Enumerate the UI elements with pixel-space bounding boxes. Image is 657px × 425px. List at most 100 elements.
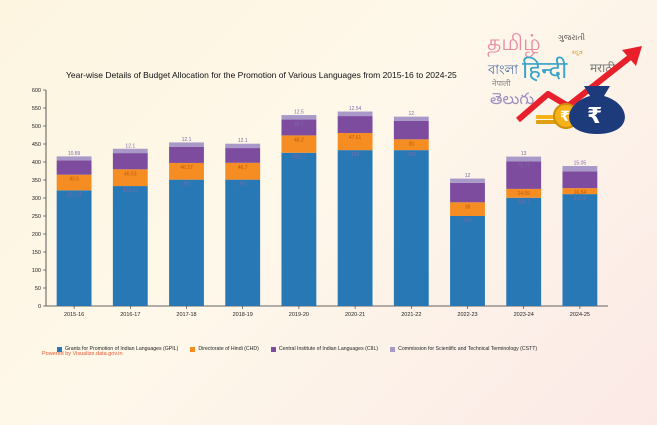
bar-segment	[506, 197, 542, 306]
logo-word-gujarati: ગુજરાતી	[558, 33, 585, 42]
bar-segment	[562, 165, 598, 172]
bar-segment	[169, 146, 204, 163]
bar-segment	[112, 186, 148, 306]
y-tick-label: 350	[32, 178, 41, 184]
legend-item-ciil[interactable]: Central Institute of Indian Languages (C…	[270, 346, 379, 352]
data-label: 48.2	[294, 137, 304, 143]
data-label: 76.77	[517, 163, 530, 169]
coin-stack-icon	[536, 115, 558, 124]
legend-item-chd[interactable]: Directorate of Hindi (CHD)	[190, 346, 259, 352]
legend-label-cstt: Commission for Scientific and Technical …	[398, 346, 538, 352]
y-tick-label: 300	[32, 196, 41, 202]
data-label: 46.53	[124, 171, 137, 177]
data-label: 10.89	[68, 151, 81, 157]
data-label: 433	[407, 152, 416, 158]
x-tick-label: 2022-23	[457, 312, 477, 318]
bar-segment	[56, 160, 92, 175]
data-label: 333.16	[123, 188, 139, 194]
bar-segment	[225, 148, 261, 163]
rupee-coin-symbol: ₹	[560, 109, 570, 125]
bar-segment	[450, 178, 485, 183]
x-tick-label: 2024-25	[570, 312, 590, 318]
bar-segment	[112, 153, 148, 170]
languages-budget-logo: தமிழ் ગુજરાતી ಕನ್ನಡ বাংলা हिन्दी मराठी न…	[487, 31, 642, 134]
data-label: 48.2	[294, 122, 304, 128]
data-label: 12.1	[182, 137, 192, 143]
logo-word-kannada: ಕನ್ನಡ	[572, 49, 583, 56]
data-label: 433	[351, 152, 360, 158]
y-tick-label: 400	[32, 160, 41, 166]
logo-word-nepali: नेपाली	[492, 78, 511, 88]
bar-segment	[337, 111, 373, 117]
bar-segment	[56, 190, 92, 306]
legend-item-gpil[interactable]: Grants for Promotion of Indian Languages…	[57, 346, 178, 352]
x-tick-label: 2018-19	[233, 312, 253, 318]
money-bag-symbol: ₹	[587, 104, 602, 129]
arrow-head-icon	[622, 46, 642, 66]
chart-title: Year-wise Details of Budget Allocation f…	[66, 70, 457, 80]
data-label: 351	[239, 182, 248, 188]
bar-segment	[393, 116, 429, 121]
legend-swatch-ciil	[270, 346, 276, 352]
data-label: 351	[182, 182, 191, 188]
data-label: 12.5	[294, 110, 304, 116]
data-label: 43.5	[69, 177, 79, 183]
data-label: 47.61	[349, 135, 362, 141]
bar-segment	[281, 152, 317, 306]
data-label: 300.7	[517, 200, 530, 206]
legend-label-chd: Directorate of Hindi (CHD)	[198, 346, 259, 352]
data-label: 12	[465, 173, 471, 179]
bar-segment	[393, 139, 429, 151]
legend-swatch-cstt	[390, 346, 396, 352]
data-label: 24.59	[517, 191, 530, 197]
bar-segment	[56, 174, 92, 191]
bar-segment	[112, 148, 148, 154]
legend-swatch-gpil	[57, 346, 62, 352]
x-tick-label: 2020-21	[345, 312, 365, 318]
bar-segment	[56, 156, 92, 161]
legend-item-cstt[interactable]: Commission for Scientific and Technical …	[390, 346, 537, 352]
y-tick-label: 100	[32, 268, 41, 274]
logo-word-telugu: తెలుగు	[490, 89, 534, 108]
data-label: 38	[465, 204, 471, 210]
bar-segment	[562, 194, 598, 306]
chart-legend: Grants for Promotion of Indian Languages…	[57, 346, 537, 352]
bar-segment	[450, 216, 485, 306]
bar-segment	[450, 182, 485, 203]
data-label: 15.05	[574, 160, 587, 166]
legend-label-ciil: Central Institute of Indian Languages (C…	[278, 346, 379, 352]
data-label: 310.8	[574, 196, 587, 202]
y-tick-label: 450	[32, 142, 41, 148]
data-label: 12.1	[125, 143, 135, 149]
bar-segment	[281, 135, 317, 153]
legend-label-gpil: Grants for Promotion of Indian Languages…	[65, 346, 179, 352]
bar-segment	[506, 161, 542, 189]
bar-segment	[169, 179, 204, 306]
bar-segment	[562, 171, 598, 189]
x-tick-label: 2015-16	[64, 312, 84, 318]
data-label: 12	[409, 111, 415, 117]
data-label: 13	[521, 151, 527, 157]
data-label: 46.7	[238, 165, 248, 171]
bar-segment	[225, 143, 261, 149]
y-tick-label: 50	[35, 286, 41, 292]
y-tick-label: 550	[32, 106, 41, 112]
bar-segment	[337, 116, 373, 133]
bar-segment	[112, 169, 148, 187]
y-tick-label: 250	[32, 214, 41, 220]
data-label: 425.7	[293, 155, 306, 161]
bar-segment	[169, 142, 204, 147]
bar-segment	[393, 120, 429, 140]
bar-segment	[225, 179, 261, 306]
watermark-text: Powered by Visualize.data.gov.in	[42, 351, 123, 357]
data-label: 12.54	[349, 106, 362, 112]
legend-swatch-chd	[190, 346, 196, 352]
data-label: 250	[463, 218, 472, 224]
logo-word-hindi: हिन्दी	[522, 56, 568, 84]
x-tick-label: 2017-18	[176, 312, 196, 318]
y-tick-label: 600	[32, 88, 41, 94]
bar-segment	[506, 188, 542, 198]
x-tick-label: 2016-17	[120, 312, 140, 318]
bar-segment	[337, 132, 373, 151]
